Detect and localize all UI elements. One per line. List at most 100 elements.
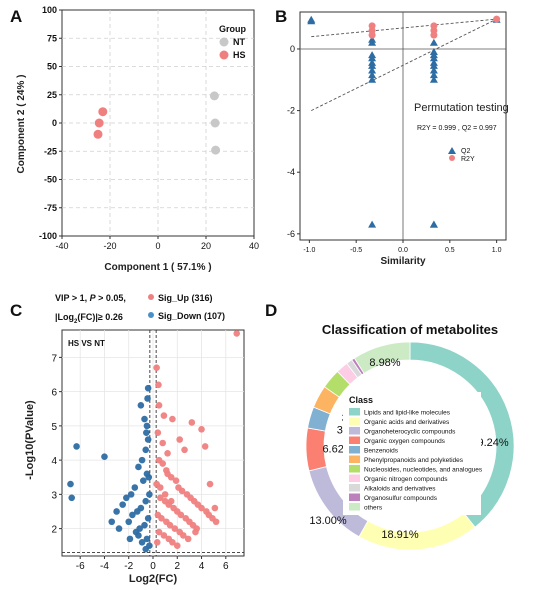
volcano-point-down bbox=[142, 497, 150, 505]
pca-point-hs bbox=[98, 107, 108, 117]
donut-legend-swatch bbox=[349, 484, 360, 492]
volcano-legend-up-marker bbox=[148, 294, 154, 300]
permutation-point-q2 bbox=[429, 48, 438, 56]
permutation-x-axis-label: Similarity bbox=[380, 256, 425, 267]
volcano-x-tick-label: 0 bbox=[150, 561, 156, 572]
volcano-point-up bbox=[164, 449, 171, 457]
volcano-point-up bbox=[167, 497, 175, 505]
permutation-point-q2 bbox=[368, 66, 377, 74]
volcano-point-up bbox=[178, 487, 186, 495]
pca-x-axis-label: Component 1 ( 57.1% ) bbox=[104, 262, 211, 273]
pca-points bbox=[93, 91, 221, 155]
volcano-filter-vip: VIP > 1, P > 0.05, bbox=[55, 293, 126, 303]
volcano-points bbox=[67, 330, 241, 553]
volcano-point-up bbox=[198, 504, 205, 512]
permutation-reference-lines bbox=[300, 12, 506, 240]
panel-label-d: D bbox=[265, 301, 277, 320]
volcano-point-up bbox=[181, 446, 188, 454]
pca-x-tick-label: -40 bbox=[55, 241, 68, 251]
donut-legend-label: Nucleosides, nucleotides, and analogues bbox=[364, 467, 483, 474]
donut-legend-swatch bbox=[349, 503, 360, 511]
volcano-point-up bbox=[206, 480, 214, 488]
donut-legend-label: Phenylpropanoids and polyketides bbox=[364, 457, 464, 464]
permutation-point-q2 bbox=[368, 220, 377, 228]
volcano-point-up bbox=[153, 539, 161, 546]
volcano-point-up bbox=[160, 532, 168, 539]
donut-legend-label: Benzenoids bbox=[364, 448, 399, 455]
volcano-point-down bbox=[138, 539, 146, 546]
donut-legend-swatch bbox=[349, 427, 360, 435]
volcano-x-tick-label: 6 bbox=[223, 561, 229, 572]
pca-point-hs bbox=[93, 129, 103, 139]
panel-label-c: C bbox=[10, 301, 22, 320]
volcano-filter-fc: |Log2(FC)|≥ 0.26 bbox=[55, 312, 123, 325]
volcano-point-up bbox=[156, 484, 164, 491]
volcano-point-up bbox=[155, 528, 163, 536]
volcano-ticks: -6 -4 -2 0 2 4 6 2 3 4 5 6 7 bbox=[51, 353, 229, 572]
volcano-point-up bbox=[211, 504, 219, 512]
volcano-x-tick-label: 4 bbox=[199, 561, 205, 572]
volcano-point-up bbox=[171, 525, 179, 532]
donut-legend-swatch bbox=[349, 446, 360, 454]
donut-legend-label: Alkaloids and derivatives bbox=[364, 486, 436, 493]
permutation-regression-lines bbox=[311, 18, 497, 111]
volcano-point-down bbox=[139, 477, 147, 484]
permutation-point-q2 bbox=[429, 71, 438, 79]
donut-legend-title: Class bbox=[349, 395, 373, 405]
pca-x-tick-label: 40 bbox=[249, 241, 259, 251]
pca-y-tick-label: -75 bbox=[44, 203, 57, 213]
volcano-x-tick-label: -4 bbox=[100, 561, 109, 572]
volcano-point-up bbox=[154, 429, 162, 437]
donut-legend-label: Lipids and lipid-like molecules bbox=[364, 410, 451, 417]
donut-legend-label: Organic oxygen compounds bbox=[364, 438, 446, 445]
pca-legend-hs-label: HS bbox=[233, 50, 246, 60]
volcano-y-tick-label: 4 bbox=[51, 456, 57, 467]
volcano-point-down bbox=[101, 453, 108, 460]
permutation-annotation: R2Y = 0.999 , Q2 = 0.997 bbox=[417, 125, 497, 132]
volcano-point-down bbox=[141, 415, 148, 423]
volcano-x-tick-label: 2 bbox=[174, 561, 180, 572]
volcano-y-tick-label: 7 bbox=[51, 353, 57, 364]
volcano-point-up bbox=[201, 443, 209, 450]
donut-legend-label: Organoheterocyclic compounds bbox=[364, 429, 456, 436]
volcano-point-down bbox=[126, 535, 134, 543]
pca-y-tick-label: 25 bbox=[47, 90, 57, 100]
volcano-point-down bbox=[141, 521, 148, 529]
pca-point-hs bbox=[94, 118, 104, 128]
volcano-point-down bbox=[73, 443, 80, 450]
permutation-y-tick-label: -2 bbox=[287, 106, 295, 116]
volcano-point-down bbox=[127, 491, 135, 498]
permutation-x-tick-label: 0.0 bbox=[398, 247, 408, 254]
pca-y-axis-label: Component 2 ( 24% ) bbox=[16, 75, 27, 174]
pca-y-tick-label: 0 bbox=[52, 118, 57, 128]
pca-point-nt bbox=[211, 145, 221, 155]
permutation-plot: -1.0 -0.5 0.0 0.5 1.0 -6 -4 -2 0 Similarity Perm… bbox=[287, 11, 509, 267]
volcano-point-down bbox=[143, 535, 151, 543]
pca-grid bbox=[62, 10, 254, 236]
volcano-y-tick-label: 2 bbox=[51, 525, 57, 536]
volcano-point-up bbox=[180, 532, 187, 539]
permutation-title: Permutation testing bbox=[414, 102, 509, 114]
volcano-point-down bbox=[133, 508, 141, 515]
donut-legend-swatch bbox=[349, 417, 360, 425]
volcano-legend-up-label: Sig_Up (316) bbox=[158, 293, 213, 303]
permutation-legend-q2-label: Q2 bbox=[461, 148, 470, 155]
permutation-point-q2 bbox=[429, 54, 438, 62]
volcano-point-down bbox=[142, 545, 150, 553]
volcano-point-down bbox=[145, 473, 153, 481]
volcano-y-tick-label: 3 bbox=[51, 490, 57, 501]
volcano-point-up bbox=[169, 415, 176, 423]
volcano-point-down bbox=[142, 446, 150, 454]
permutation-point-r2y bbox=[493, 15, 501, 23]
volcano-point-down bbox=[143, 422, 151, 430]
volcano-point-down bbox=[144, 395, 151, 402]
volcano-point-up bbox=[184, 535, 192, 543]
pca-y-tick-label: 50 bbox=[47, 62, 57, 72]
pca-legend-nt-label: NT bbox=[233, 37, 245, 47]
volcano-point-down bbox=[135, 532, 142, 539]
volcano-x-axis-label: Log2(FC) bbox=[129, 573, 178, 585]
volcano-point-down bbox=[138, 456, 146, 464]
pca-x-tick-label: 20 bbox=[201, 241, 211, 251]
permutation-point-q2 bbox=[368, 71, 377, 79]
donut-percent-label: 8.98% bbox=[369, 357, 400, 369]
